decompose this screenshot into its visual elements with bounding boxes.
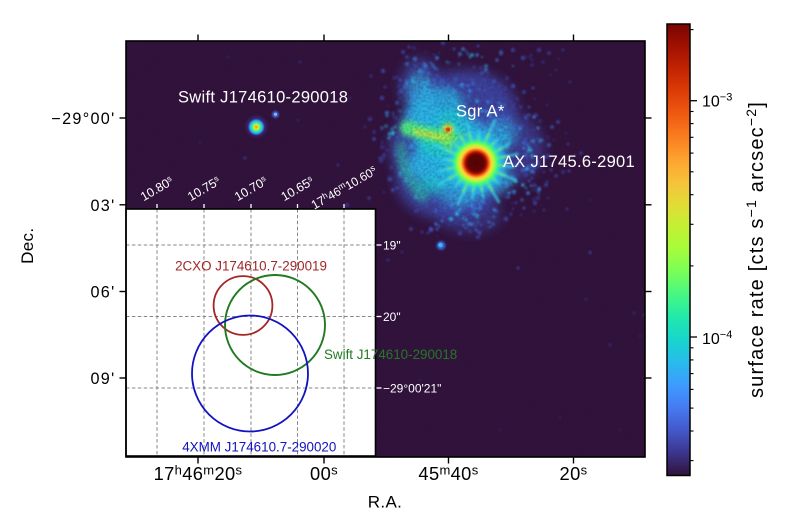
svg-text:R.A.: R.A.: [368, 493, 402, 512]
svg-text:Swift J174610-290018: Swift J174610-290018: [324, 347, 457, 362]
svg-text:20s​: 20s​: [560, 463, 588, 485]
svg-text:00s​: 00s​: [310, 463, 338, 485]
svg-text:17h​46m​20s​: 17h​46m​20s​: [154, 463, 243, 485]
svg-text:surface rate [cts s−1 arcsec−2: surface rate [cts s−1 arcsec−2]: [743, 101, 768, 398]
svg-text:−29°00'21": −29°00'21": [383, 381, 441, 395]
svg-text:Dec.: Dec.: [18, 228, 37, 264]
svg-text:−29°00': −29°00': [51, 110, 115, 128]
svg-text:03': 03': [91, 197, 116, 215]
svg-text:20": 20": [383, 310, 401, 324]
svg-text:4XMM J174610.7-290020: 4XMM J174610.7-290020: [182, 439, 336, 454]
svg-text:45m​40s​: 45m​40s​: [418, 463, 478, 485]
svg-text:09': 09': [91, 370, 116, 388]
svg-text:Sgr A*: Sgr A*: [456, 103, 505, 121]
svg-text:06': 06': [91, 284, 116, 302]
svg-text:AX J1745.6-2901: AX J1745.6-2901: [503, 153, 635, 171]
svg-text:Swift J174610-290018: Swift J174610-290018: [178, 89, 348, 107]
svg-text:2CXO J174610.7-290019: 2CXO J174610.7-290019: [175, 259, 327, 274]
svg-text:19": 19": [383, 238, 401, 252]
